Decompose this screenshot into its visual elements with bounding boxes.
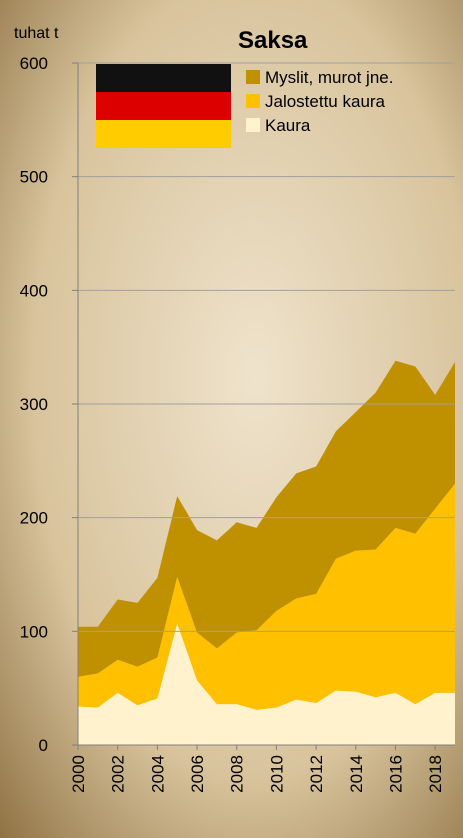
chart: Saksa tuhat t 0 100 200 300 400 500 600 2000 200…: [0, 0, 463, 838]
x-tick-label: 2008: [228, 755, 247, 793]
y-tick-label: 500: [20, 168, 48, 187]
legend-swatch: [246, 70, 260, 84]
x-tick-label: 2012: [307, 755, 326, 793]
y-tick-label: 300: [20, 395, 48, 414]
x-tick-label: 2018: [426, 755, 445, 793]
x-tick-label: 2010: [267, 755, 286, 793]
y-tick-label: 100: [20, 622, 48, 641]
legend-label: Myslit, murot jne.: [265, 68, 393, 87]
y-tick-label: 600: [20, 54, 48, 73]
x-tick-label: 2014: [347, 755, 366, 793]
y-tick-label: 400: [20, 281, 48, 300]
legend-swatch: [246, 118, 260, 132]
page: {"chart_data": {"type": "stacked-area", …: [0, 0, 463, 838]
legend-swatch: [246, 94, 260, 108]
x-tick-label: 2004: [148, 755, 167, 793]
legend-label: Jalostettu kaura: [265, 92, 386, 111]
flag: [96, 64, 231, 148]
y-axis-label: tuhat t: [14, 25, 59, 42]
chart-title: Saksa: [238, 27, 308, 54]
x-tick-label: 2006: [188, 755, 207, 793]
y-tick-label: 200: [20, 509, 48, 528]
y-tick-label: 0: [39, 736, 48, 755]
x-tick-label: 2000: [69, 755, 88, 793]
legend-label: Kaura: [265, 116, 311, 135]
x-tick-label: 2016: [386, 755, 405, 793]
x-tick-label: 2002: [109, 755, 128, 793]
